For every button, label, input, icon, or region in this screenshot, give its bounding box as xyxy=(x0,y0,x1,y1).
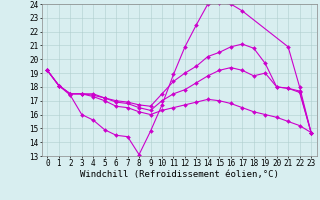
X-axis label: Windchill (Refroidissement éolien,°C): Windchill (Refroidissement éolien,°C) xyxy=(80,170,279,179)
